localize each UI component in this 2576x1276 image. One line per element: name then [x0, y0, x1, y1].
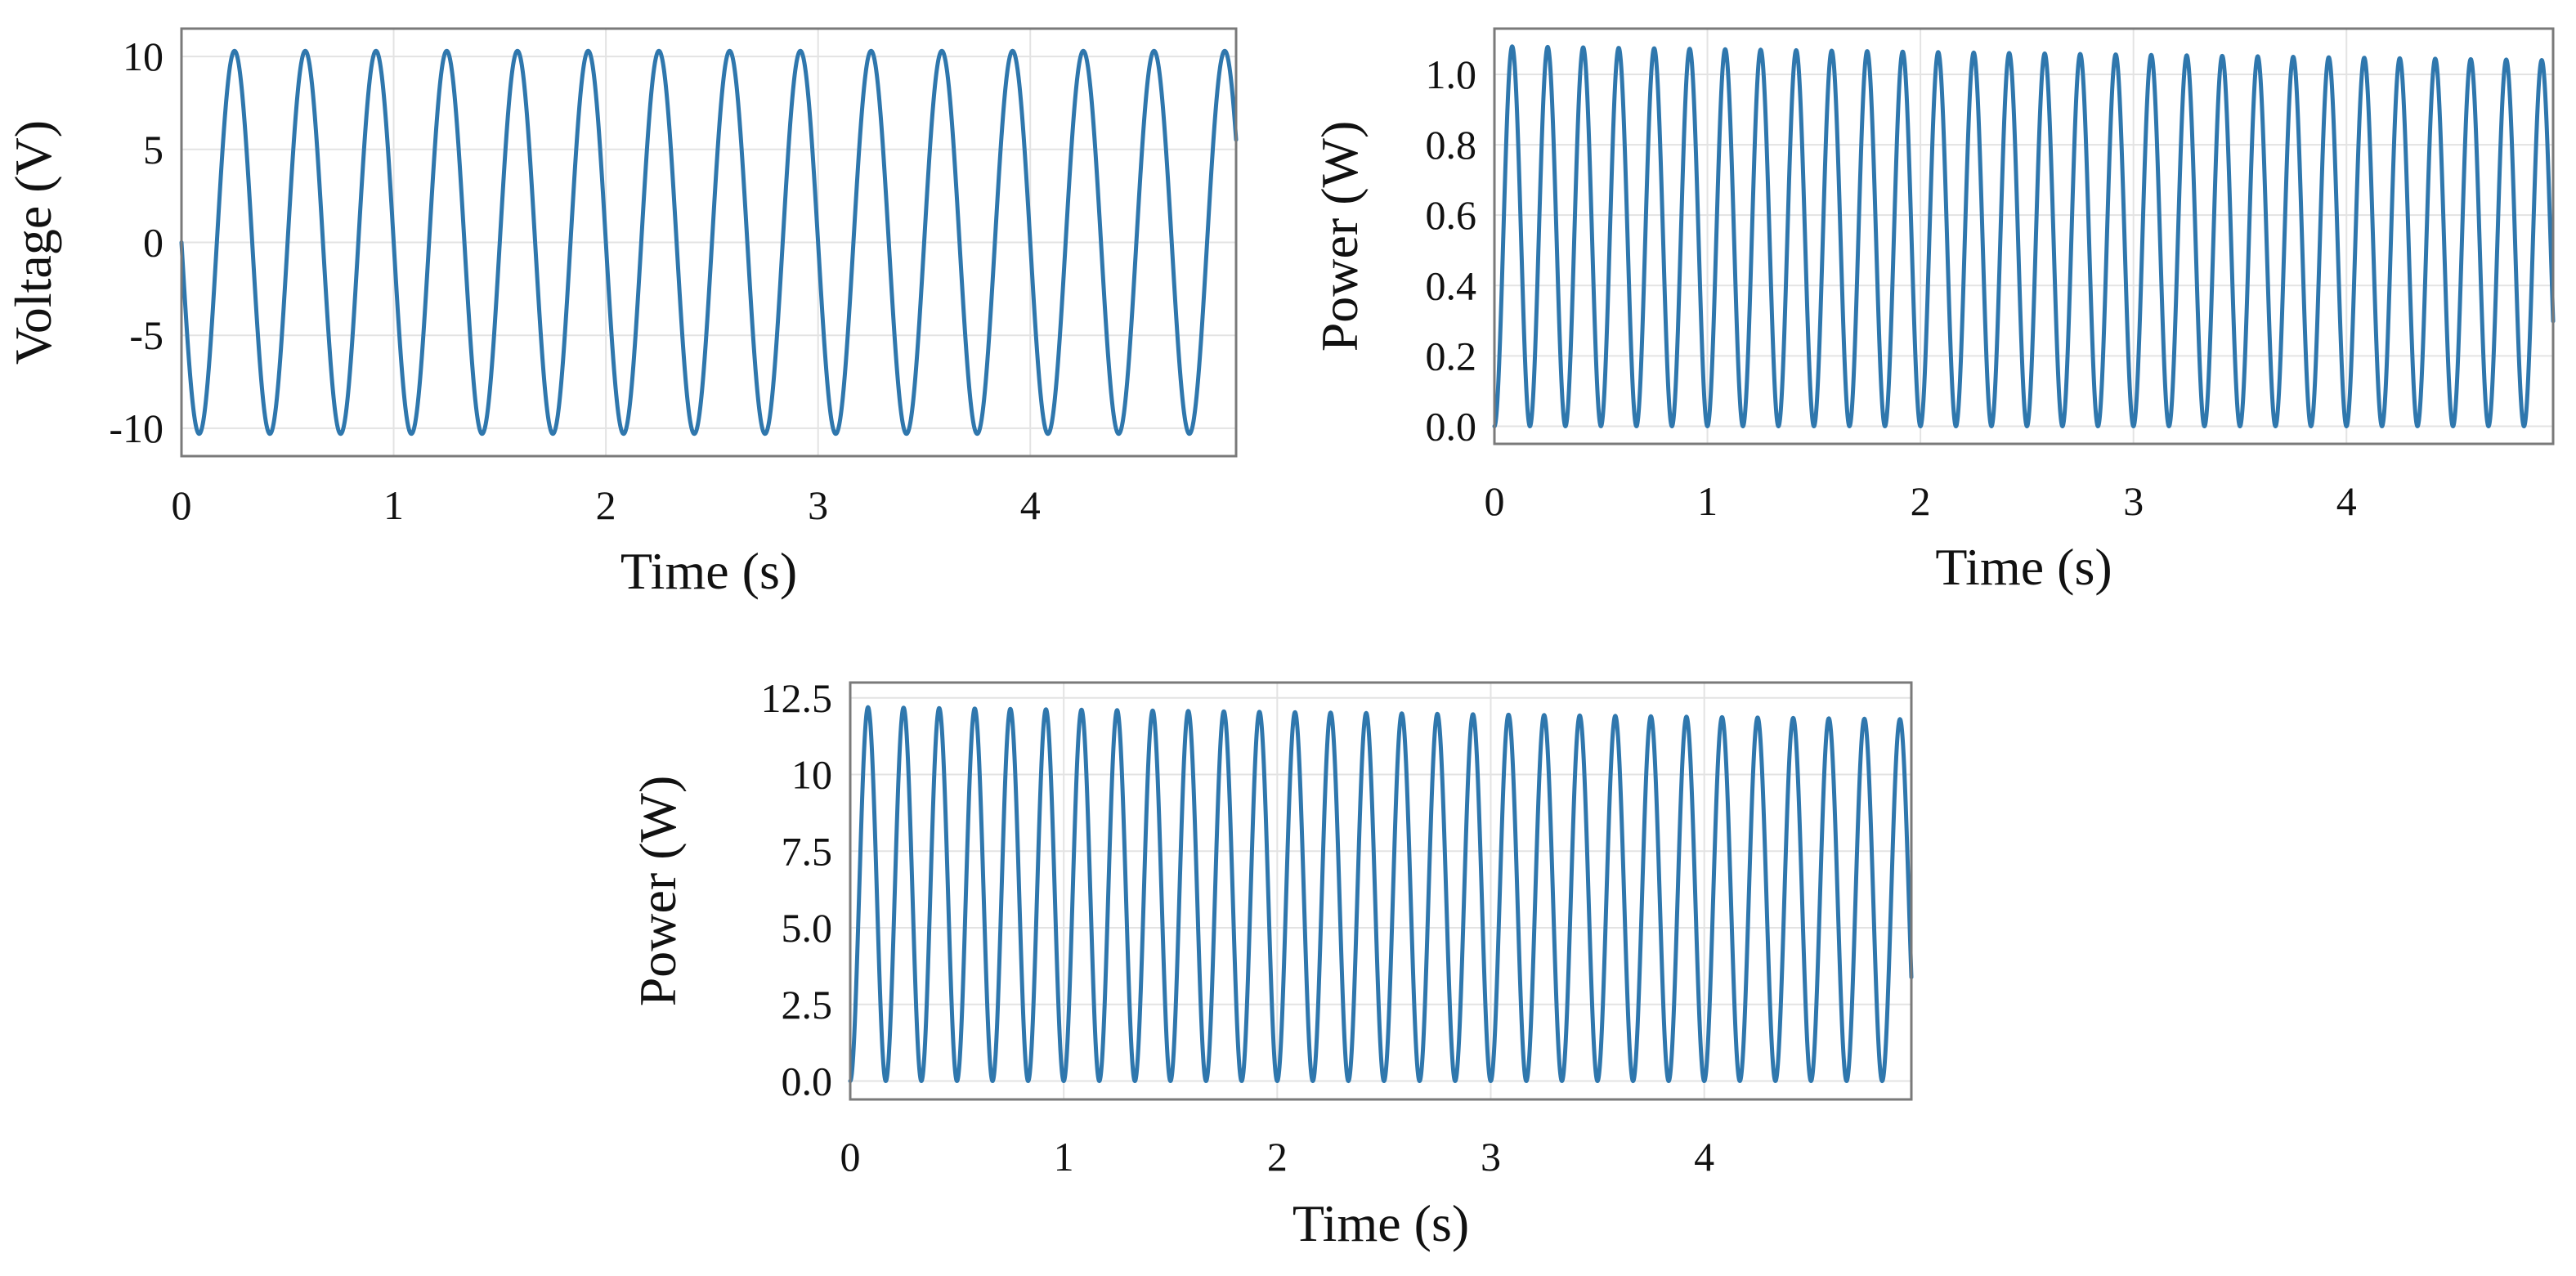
x-tick-label: 4 — [1694, 1134, 1714, 1180]
x-tick-label: 0 — [172, 482, 192, 528]
plot-frame — [1493, 27, 2555, 445]
y-tick-label: 7.5 — [782, 828, 833, 874]
chart-voltage: 0 1 2 3 4 10 5 0 -5 -10 Time (s) Voltage (V) — [4, 27, 1239, 600]
plot-frame — [180, 27, 1238, 458]
y-tick-label: 10 — [791, 752, 832, 798]
x-tick-label: 3 — [808, 482, 828, 528]
y-axis-title: Voltage (V) — [4, 120, 62, 365]
series-line-voltage — [179, 48, 1239, 437]
x-tick-label: 1 — [1054, 1134, 1074, 1180]
y-tick-label: 0.0 — [1426, 403, 1477, 449]
y-axis-title: Power (W) — [629, 776, 687, 1007]
x-axis-title: Time (s) — [1292, 1194, 1469, 1252]
x-tick-label: 1 — [383, 482, 404, 528]
plot-frame — [849, 681, 1913, 1101]
y-tick-label: 0 — [143, 220, 164, 266]
x-tick-label: 2 — [1911, 478, 1931, 524]
series-line-power — [1492, 44, 2556, 428]
y-tick-label: 0.0 — [782, 1059, 833, 1104]
x-tick-label: 4 — [2336, 478, 2357, 524]
y-tick-label: 12.5 — [761, 675, 833, 721]
x-tick-label: 2 — [596, 482, 616, 528]
x-tick-label: 3 — [2123, 478, 2144, 524]
x-tick-label: 0 — [1485, 478, 1505, 524]
y-tick-label: 0.6 — [1426, 192, 1477, 238]
y-tick-label: 0.8 — [1426, 122, 1477, 168]
y-tick-label: 5.0 — [782, 905, 833, 951]
x-axis-title: Time (s) — [1935, 538, 2112, 596]
chart-power_2: 0 1 2 3 4 12.5 10 7.5 5.0 2.5 0.0 Time (s) Power (W) — [629, 675, 1914, 1252]
y-tick-label: 10 — [123, 34, 164, 79]
x-tick-label: 3 — [1481, 1134, 1501, 1180]
y-tick-label: 2.5 — [782, 982, 833, 1028]
series-line-power — [848, 705, 1914, 1083]
y-axis-title: Power (W) — [1310, 121, 1369, 352]
y-tick-label: -5 — [129, 312, 164, 358]
x-tick-label: 2 — [1267, 1134, 1288, 1180]
y-tick-label: 0.2 — [1426, 333, 1477, 378]
y-tick-label: 5 — [143, 127, 164, 172]
y-tick-label: -10 — [109, 405, 164, 451]
x-tick-label: 1 — [1697, 478, 1718, 524]
y-tick-label: 0.4 — [1426, 262, 1477, 308]
y-tick-label: 1.0 — [1426, 51, 1477, 97]
chart-power_1: 0 1 2 3 4 1.0 0.8 0.6 0.4 0.2 0.0 Time (s) Power (W) — [1310, 27, 2556, 596]
x-axis-title: Time (s) — [620, 542, 797, 600]
x-tick-label: 4 — [1020, 482, 1041, 528]
x-tick-label: 0 — [840, 1134, 861, 1180]
